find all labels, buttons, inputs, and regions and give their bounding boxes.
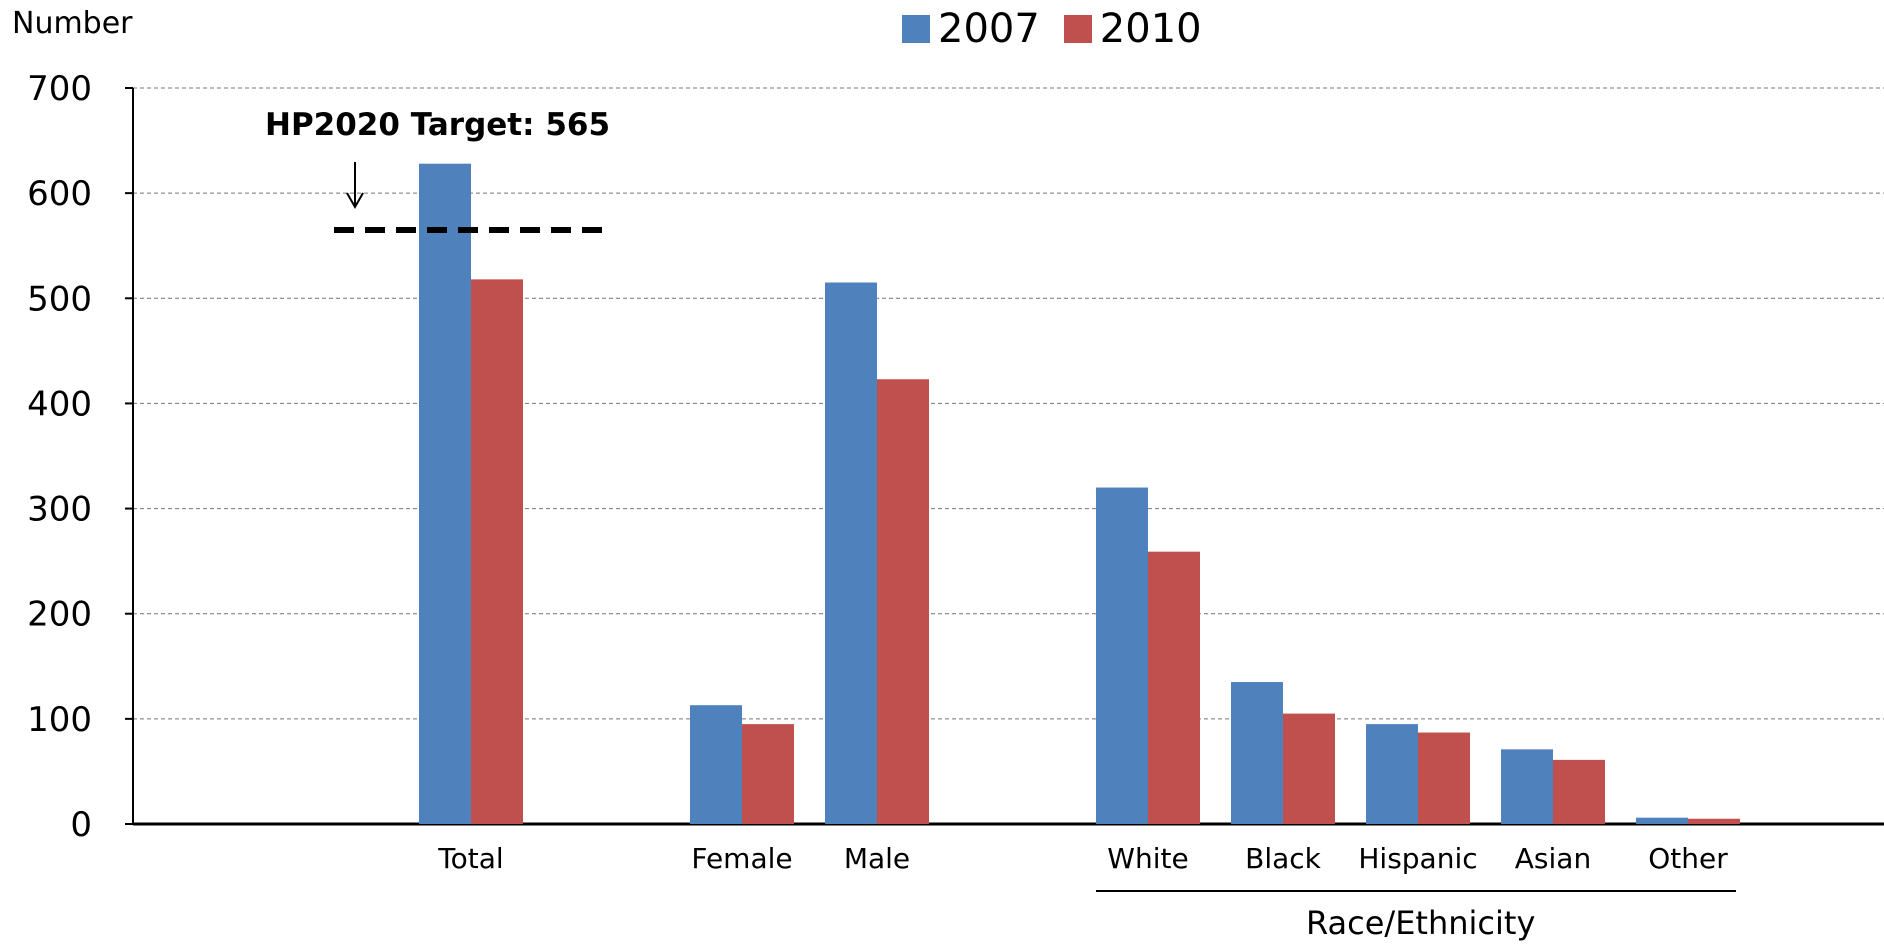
legend-swatch-2010: [1063, 15, 1092, 43]
bar-total-2007: [419, 163, 471, 824]
bar-black-2010: [1283, 713, 1335, 824]
bar-hispanic-2007: [1366, 724, 1418, 824]
legend-label-2010: 2010: [1099, 6, 1202, 52]
y-tick-label-0: 0: [70, 805, 92, 845]
bar-white-2007: [1096, 487, 1148, 824]
x-tick-label-asian: Asian: [1515, 842, 1591, 875]
x-tick-label-total: Total: [437, 842, 503, 875]
y-axis-title: Number: [12, 6, 133, 41]
x-tick-label-black: Black: [1245, 842, 1322, 875]
x-tick-label-female: Female: [691, 842, 792, 875]
y-tick-label-200: 200: [27, 595, 92, 635]
x-tick-label-hispanic: Hispanic: [1358, 842, 1477, 875]
bar-total-2010: [471, 279, 523, 824]
y-tick-label-400: 400: [27, 384, 92, 424]
y-tick-label-300: 300: [27, 490, 92, 530]
bar-hispanic-2010: [1418, 732, 1470, 824]
race-ethnicity-group-label: Race/Ethnicity: [1306, 904, 1536, 942]
bar-male-2007: [825, 282, 877, 824]
bar-male-2010: [877, 379, 929, 824]
x-tick-label-white: White: [1107, 842, 1188, 875]
bar-other-2010: [1688, 818, 1740, 824]
y-tick-label-500: 500: [27, 279, 92, 319]
bar-other-2007: [1636, 817, 1688, 824]
bar-black-2007: [1231, 682, 1283, 824]
legend-swatch-2007: [902, 15, 930, 43]
bar-female-2010: [742, 724, 794, 824]
bar-white-2010: [1148, 551, 1200, 824]
x-tick-label-other: Other: [1648, 842, 1728, 875]
y-tick-label-600: 600: [27, 174, 92, 214]
y-tick-label-100: 100: [27, 700, 92, 740]
legend-item-2010: 2010: [1063, 6, 1202, 52]
bar-asian-2007: [1501, 749, 1553, 824]
legend-label-2007: 2007: [938, 6, 1040, 52]
legend-item-2007: 2007: [902, 6, 1040, 52]
bar-asian-2010: [1553, 759, 1605, 824]
target-annotation: HP2020 Target: 565: [265, 107, 611, 143]
target-arrow-head: [346, 192, 364, 210]
x-tick-label-male: Male: [844, 842, 910, 875]
bar-female-2007: [690, 705, 742, 824]
y-tick-label-700: 700: [27, 69, 92, 109]
legend: 2007 2010: [902, 6, 1226, 52]
